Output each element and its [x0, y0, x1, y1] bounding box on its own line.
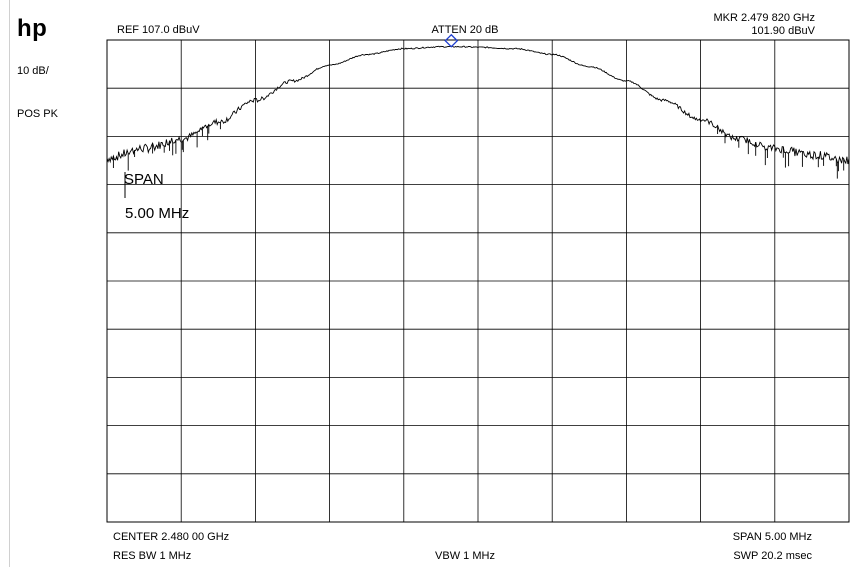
- marker-readout: MKR 2.479 820 GHz 101.90 dBuV: [714, 12, 816, 38]
- ref-level-label: REF 107.0 dBuV: [117, 24, 200, 36]
- marker-level: 101.90 dBuV: [751, 25, 815, 37]
- detector-label: POS PK: [17, 108, 58, 120]
- span-annotation-value: 5.00 MHz: [125, 205, 189, 222]
- attenuation-label: ATTEN 20 dB: [431, 24, 499, 36]
- hp-logo: hp: [17, 15, 48, 42]
- peak-marker-diamond: [444, 33, 459, 48]
- span-label: SPAN 5.00 MHz: [732, 531, 812, 543]
- marker-frequency: MKR 2.479 820 GHz: [713, 12, 816, 24]
- graticule: [107, 40, 849, 522]
- resolution-bandwidth-label: RES BW 1 MHz: [113, 550, 192, 562]
- plot-border: [106, 39, 850, 523]
- noise-dips: [112, 122, 845, 179]
- scale-label: 10 dB/: [17, 65, 49, 77]
- center-frequency-label: CENTER 2.480 00 GHz: [113, 531, 230, 543]
- span-annotation-label: SPAN: [124, 171, 164, 188]
- window-left-edge: [9, 0, 10, 567]
- video-bandwidth-label: VBW 1 MHz: [435, 550, 495, 562]
- sweep-time-label: SWP 20.2 msec: [733, 550, 812, 562]
